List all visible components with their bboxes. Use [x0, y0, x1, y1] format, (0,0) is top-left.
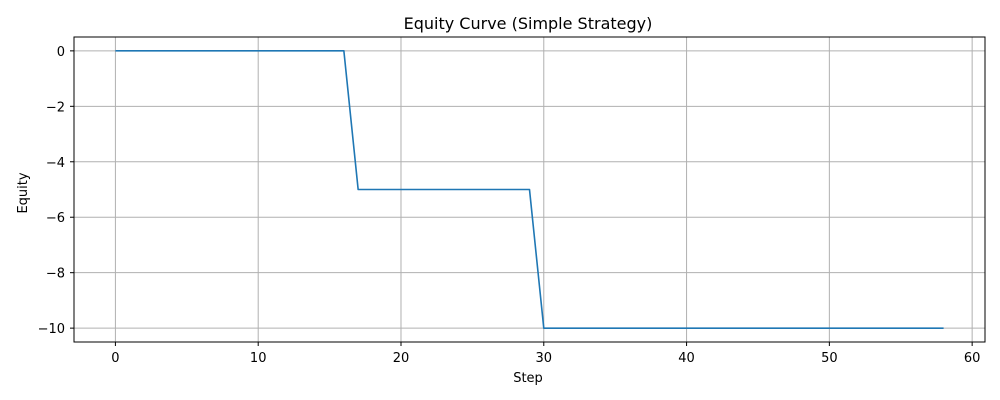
- x-tick-label: 0: [111, 351, 119, 366]
- y-tick-label: −8: [46, 267, 65, 282]
- x-tick-label: 20: [393, 351, 410, 366]
- x-tick-label: 40: [678, 351, 695, 366]
- x-tick-label: 10: [250, 351, 267, 366]
- chart-title: Equity Curve (Simple Strategy): [404, 14, 653, 33]
- x-tick-label: 30: [536, 351, 553, 366]
- x-axis-label: Step: [513, 371, 543, 386]
- x-tick-label: 60: [964, 351, 981, 366]
- y-tick-label: −6: [46, 211, 65, 226]
- y-tick-label: 0: [57, 45, 65, 60]
- equity-series-line: [115, 50, 944, 329]
- y-tick-label: −4: [46, 156, 65, 171]
- plot-area-frame: [73, 36, 986, 343]
- series-layer: [115, 50, 944, 329]
- axis-ticks: 0 10 20 30 40 50 60 0 −2 −4 −6 −8 −10: [38, 45, 981, 366]
- x-tick-label: 50: [821, 351, 838, 366]
- y-tick-label: −10: [38, 322, 65, 337]
- y-axis-label: Equity: [16, 172, 31, 213]
- y-tick-label: −2: [46, 100, 65, 115]
